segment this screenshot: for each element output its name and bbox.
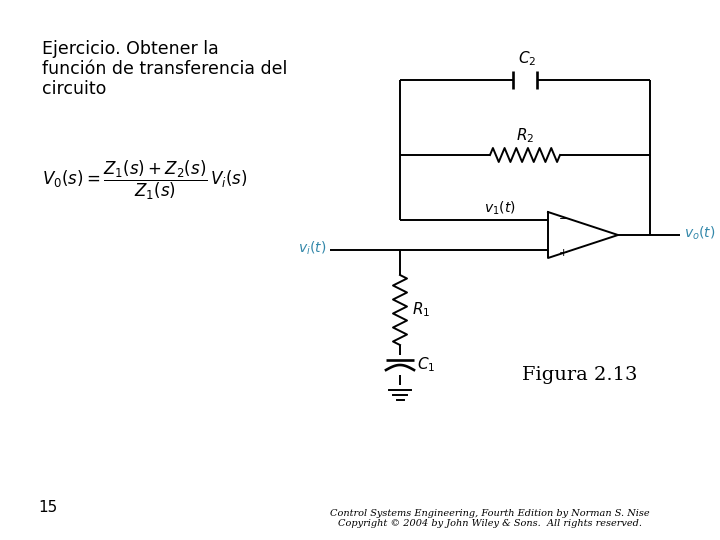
Text: circuito: circuito <box>42 80 107 98</box>
Text: $-$: $-$ <box>558 212 568 222</box>
Text: Figura 2.13: Figura 2.13 <box>522 366 638 384</box>
Text: $R_2$: $R_2$ <box>516 126 534 145</box>
Text: $v_1(t)$: $v_1(t)$ <box>484 200 516 217</box>
Text: 15: 15 <box>38 500 58 515</box>
Text: $C_1$: $C_1$ <box>417 356 436 374</box>
Text: $V_0(s) = \dfrac{Z_1(s)+Z_2(s)}{Z_1(s)}\,V_i(s)$: $V_0(s) = \dfrac{Z_1(s)+Z_2(s)}{Z_1(s)}\… <box>42 158 248 201</box>
Text: $R_1$: $R_1$ <box>412 301 431 319</box>
Text: $C_2$: $C_2$ <box>518 49 536 68</box>
Text: Ejercicio. Obtener la: Ejercicio. Obtener la <box>42 40 219 58</box>
Text: $v_i(t)$: $v_i(t)$ <box>297 239 326 256</box>
Text: $v_o(t)$: $v_o(t)$ <box>684 224 716 242</box>
Text: función de transferencia del: función de transferencia del <box>42 60 287 78</box>
Text: Control Systems Engineering, Fourth Edition by Norman S. Nise: Control Systems Engineering, Fourth Edit… <box>330 509 650 518</box>
Text: $+$: $+$ <box>558 247 568 259</box>
Text: Copyright © 2004 by John Wiley & Sons.  All rights reserved.: Copyright © 2004 by John Wiley & Sons. A… <box>338 519 642 528</box>
